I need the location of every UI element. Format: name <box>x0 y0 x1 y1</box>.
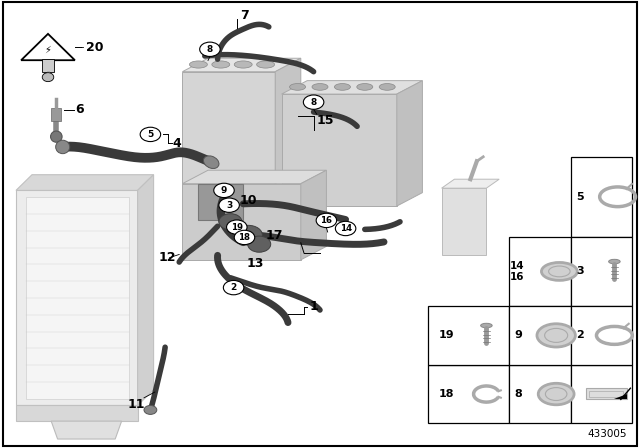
Text: 12: 12 <box>159 251 176 264</box>
Circle shape <box>214 183 234 198</box>
Ellipse shape <box>257 61 275 68</box>
Polygon shape <box>16 175 154 190</box>
Circle shape <box>234 230 255 245</box>
Polygon shape <box>282 81 422 94</box>
Polygon shape <box>275 58 301 184</box>
Bar <box>571 237 632 306</box>
Ellipse shape <box>42 73 54 82</box>
Ellipse shape <box>541 263 577 280</box>
Text: 9: 9 <box>515 330 522 340</box>
Text: ⚡: ⚡ <box>45 44 51 54</box>
Text: 3: 3 <box>226 201 232 210</box>
Text: 11: 11 <box>128 397 145 411</box>
Polygon shape <box>182 184 301 260</box>
Circle shape <box>200 42 220 56</box>
Polygon shape <box>138 175 154 405</box>
Circle shape <box>140 127 161 142</box>
Ellipse shape <box>234 225 262 245</box>
Ellipse shape <box>56 140 70 154</box>
Circle shape <box>316 213 337 228</box>
Polygon shape <box>614 394 627 400</box>
Bar <box>509 365 571 423</box>
Text: 10: 10 <box>240 194 257 207</box>
Text: 5: 5 <box>147 130 154 139</box>
Ellipse shape <box>609 259 620 264</box>
Ellipse shape <box>51 131 62 142</box>
Text: 7: 7 <box>240 9 249 22</box>
Text: 18: 18 <box>239 233 250 242</box>
Polygon shape <box>182 72 275 184</box>
Text: 19: 19 <box>231 223 243 232</box>
Bar <box>428 306 509 365</box>
Bar <box>509 306 571 365</box>
Text: 1: 1 <box>309 300 318 314</box>
Polygon shape <box>182 58 301 72</box>
Polygon shape <box>397 81 422 206</box>
Bar <box>586 388 627 400</box>
Polygon shape <box>16 190 138 405</box>
Ellipse shape <box>312 83 328 90</box>
Bar <box>571 157 632 237</box>
Text: 4: 4 <box>173 137 182 150</box>
Bar <box>571 306 632 365</box>
Ellipse shape <box>379 83 396 90</box>
Text: 13: 13 <box>246 257 264 270</box>
Text: 18: 18 <box>439 389 454 399</box>
Text: 17: 17 <box>266 228 283 242</box>
Bar <box>51 108 61 121</box>
Text: 8: 8 <box>310 98 317 107</box>
Text: 15: 15 <box>317 114 334 128</box>
Polygon shape <box>301 170 326 260</box>
Polygon shape <box>282 94 397 206</box>
Ellipse shape <box>219 214 242 230</box>
Bar <box>428 365 509 423</box>
Text: 19: 19 <box>439 330 454 340</box>
Text: 433005: 433005 <box>588 429 627 439</box>
Polygon shape <box>16 405 138 421</box>
Ellipse shape <box>234 61 252 68</box>
Ellipse shape <box>537 324 575 347</box>
Bar <box>571 365 632 423</box>
Text: 14: 14 <box>340 224 351 233</box>
Polygon shape <box>198 184 243 220</box>
Text: 14
16: 14 16 <box>510 261 524 282</box>
Text: 8: 8 <box>515 389 522 399</box>
Polygon shape <box>51 421 122 439</box>
Text: 20: 20 <box>86 40 104 54</box>
Circle shape <box>335 221 356 236</box>
Polygon shape <box>21 34 75 60</box>
Circle shape <box>219 198 239 212</box>
Text: 5: 5 <box>576 192 584 202</box>
Bar <box>589 391 623 397</box>
Circle shape <box>303 95 324 109</box>
Bar <box>509 237 571 306</box>
Ellipse shape <box>212 61 230 68</box>
Text: 3: 3 <box>576 267 584 276</box>
Polygon shape <box>182 170 326 184</box>
Ellipse shape <box>204 156 219 168</box>
Ellipse shape <box>189 61 207 68</box>
Bar <box>42 59 54 73</box>
Ellipse shape <box>335 83 351 90</box>
Ellipse shape <box>481 323 492 328</box>
Text: 2: 2 <box>230 283 237 292</box>
Bar <box>26 197 129 399</box>
Ellipse shape <box>538 383 574 405</box>
Circle shape <box>223 280 244 295</box>
Circle shape <box>227 220 247 234</box>
Polygon shape <box>442 188 486 255</box>
Ellipse shape <box>248 236 271 252</box>
Text: 9: 9 <box>221 186 227 195</box>
Text: 2: 2 <box>576 330 584 340</box>
Text: 8: 8 <box>207 45 213 54</box>
Polygon shape <box>442 179 499 188</box>
Ellipse shape <box>357 83 372 90</box>
Ellipse shape <box>290 83 306 90</box>
Text: 6: 6 <box>76 103 84 116</box>
Text: 16: 16 <box>321 216 332 225</box>
Ellipse shape <box>144 405 157 414</box>
